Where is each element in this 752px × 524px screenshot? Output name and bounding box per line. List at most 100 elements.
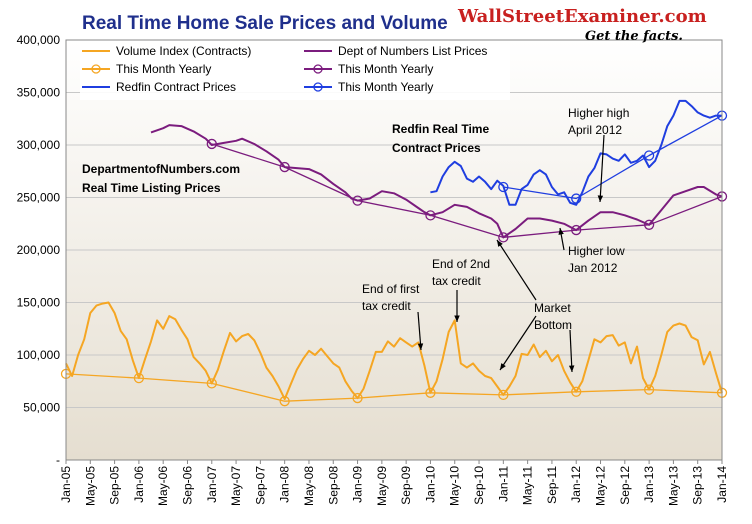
x-tick-label: Jan-07 — [205, 466, 219, 503]
annotation-arrow — [599, 134, 605, 203]
annotation-don-label: Real Time Listing Prices — [82, 181, 221, 195]
x-axis: Jan-05 May-05 Sep-05 Jan-06 May-06 Sep-06 Jan-… — [59, 460, 729, 506]
annotation-arrow — [499, 315, 537, 371]
annotation-don-label: DepartmentofNumbers.com — [82, 162, 240, 176]
annotation-market-bottom: Market — [534, 301, 571, 315]
annotation-higher-low: Jan 2012 — [568, 261, 618, 275]
series-line — [430, 99, 722, 206]
series-redfin-contract-prices-4 — [430, 99, 722, 206]
annotation-market-bottom: Bottom — [534, 318, 572, 332]
annotation-higher-high: April 2012 — [568, 123, 622, 137]
series-line — [211, 143, 723, 239]
x-tick-label: Jan-05 — [59, 466, 73, 503]
x-tick-label: May-11 — [521, 466, 535, 505]
x-tick-label: Sep-13 — [691, 466, 705, 505]
x-tick-label: May-08 — [302, 466, 316, 506]
legend-label: Redfin Contract Prices — [116, 80, 236, 94]
data-point — [279, 161, 290, 173]
annotation-redfin-label: Contract Prices — [392, 141, 481, 155]
data-point — [643, 384, 655, 395]
series-line — [65, 373, 723, 402]
legend-label: This Month Yearly — [338, 80, 433, 94]
x-tick-label: Sep-09 — [399, 466, 413, 505]
y-tick-label: 100,000 — [17, 348, 61, 362]
x-tick-label: Sep-11 — [545, 466, 559, 504]
data-point — [498, 232, 509, 243]
x-tick-label: May-12 — [594, 466, 608, 506]
data-point — [643, 150, 655, 161]
data-point — [571, 224, 582, 236]
x-tick-label: Jan-13 — [642, 466, 656, 503]
legend-label: This Month Yearly — [116, 62, 211, 76]
brand-name: WallStreetExaminer.com — [457, 6, 707, 27]
x-tick-label: Jan-10 — [423, 466, 437, 503]
data-point — [425, 210, 436, 221]
y-tick-label: 400,000 — [17, 33, 61, 47]
y-tick-label: - — [56, 453, 60, 467]
legend-marker — [313, 64, 323, 74]
y-tick-label: 300,000 — [17, 138, 61, 152]
series-volume-index-contracts-0 — [65, 301, 723, 401]
x-tick-label: Jan-11 — [496, 466, 510, 502]
annotation-arrow — [496, 239, 537, 301]
annotation-second-credit: tax credit — [432, 274, 481, 288]
plot-border — [65, 39, 723, 461]
x-tick-label: Sep-10 — [472, 466, 486, 505]
series-dept-of-numbers-list-prices-2 — [150, 124, 723, 239]
legend-label: Volume Index (Contracts) — [116, 44, 251, 58]
legend: Volume Index (Contracts) Dept of Numbers … — [80, 44, 510, 100]
x-tick-label: May-06 — [156, 466, 170, 506]
data-point — [206, 378, 217, 389]
x-tick-label: Sep-12 — [618, 466, 632, 505]
data-point — [352, 392, 363, 404]
y-tick-label: 50,000 — [23, 401, 60, 415]
x-tick-label: Jan-09 — [351, 466, 365, 503]
data-point — [425, 387, 436, 398]
y-tick-label: 150,000 — [17, 296, 61, 310]
x-tick-label: May-05 — [83, 466, 97, 506]
arrow-head — [454, 315, 460, 322]
x-tick-label: Jan-06 — [132, 466, 146, 503]
annotations: Redfin Real Time Contract Prices Departmen… — [82, 106, 629, 373]
series-this-month-yearly-3 — [206, 138, 728, 243]
x-tick-label: May-09 — [375, 466, 389, 506]
annotation-arrow — [569, 329, 573, 373]
data-point — [352, 195, 363, 206]
arrow-head — [500, 363, 506, 370]
legend-box — [80, 44, 510, 100]
arrow-head — [417, 343, 424, 350]
series-line — [65, 301, 723, 401]
legend-label: This Month Yearly — [338, 62, 433, 76]
x-tick-label: Jan-14 — [715, 466, 729, 503]
x-tick-label: May-13 — [666, 466, 680, 506]
x-tick-label: May-10 — [448, 466, 462, 506]
legend-marker — [91, 64, 101, 74]
data-point — [571, 386, 582, 397]
data-point — [279, 396, 290, 407]
y-tick-label: 250,000 — [17, 191, 61, 205]
x-tick-label: Jan-08 — [278, 466, 292, 503]
x-tick-label: Sep-06 — [180, 466, 194, 505]
x-tick-label: Sep-08 — [326, 466, 340, 505]
annotation-higher-low: Higher low — [568, 244, 625, 258]
data-point — [643, 219, 655, 230]
chart-title: Real Time Home Sale Prices and Volume — [82, 13, 448, 34]
x-tick-label: Jan-12 — [569, 466, 583, 503]
arrow-head — [568, 365, 575, 372]
y-tick-label: 200,000 — [17, 243, 61, 257]
x-tick-label: May-07 — [229, 466, 243, 506]
data-point — [206, 138, 217, 150]
legend-label: Dept of Numbers List Prices — [338, 44, 487, 58]
arrow-head — [597, 195, 604, 202]
series-line — [503, 115, 723, 200]
annotation-first-credit: End of first — [362, 282, 420, 296]
y-tick-label: 350,000 — [17, 86, 61, 100]
series-line — [150, 124, 723, 239]
annotation-redfin-label: Redfin Real Time — [392, 122, 489, 136]
brand-tagline: Get the facts. — [585, 29, 683, 44]
x-tick-label: Sep-05 — [108, 466, 122, 505]
legend-marker — [313, 82, 323, 92]
series-layer — [60, 99, 728, 407]
x-tick-label: Sep-07 — [253, 466, 267, 505]
